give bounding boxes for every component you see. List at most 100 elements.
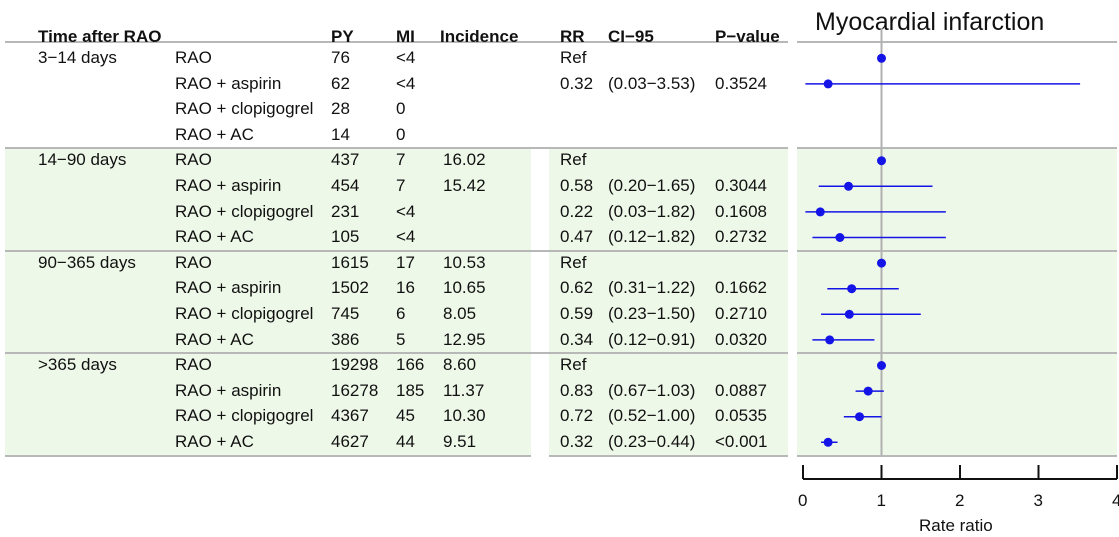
header-ci: CI−95 [608, 27, 654, 46]
treatment-cell: RAO [175, 48, 212, 67]
py-cell: 1615 [331, 252, 369, 272]
x-axis-label: Rate ratio [919, 516, 993, 535]
rate-ratio-point [844, 181, 854, 191]
mi-cell: 7 [396, 176, 406, 195]
rate-ratio-point [863, 386, 873, 396]
rate-ratio-point [825, 335, 835, 345]
rr-cell: Ref [560, 252, 587, 272]
treatment-cell: RAO + AC [175, 227, 254, 247]
rr-cell: 0.32 [560, 73, 594, 93]
x-tick-label: 1 [876, 491, 886, 510]
rr-cell: 0.47 [560, 227, 594, 247]
group-separator [797, 249, 1117, 252]
group-separator [797, 147, 1117, 150]
bottom-separator [5, 454, 531, 457]
ci-cell: (0.12−0.91) [608, 329, 696, 349]
mi-cell: <4 [396, 227, 416, 247]
group-band [549, 250, 788, 354]
incidence-cell: 12.95 [443, 329, 486, 349]
ci-cell: (0.23−1.50) [608, 304, 696, 323]
rr-cell: Ref [560, 150, 587, 170]
group-band [797, 148, 1117, 251]
incidence-cell: 10.53 [443, 252, 486, 272]
treatment-cell: RAO + AC [175, 329, 254, 349]
treatment-cell: RAO + clopigogrel [175, 304, 314, 323]
rate-ratio-point [877, 258, 886, 268]
py-cell: 231 [331, 201, 360, 221]
header-pvalue: P−value [715, 27, 780, 46]
treatment-cell: RAO [175, 355, 212, 375]
pvalue-cell: 0.1662 [715, 278, 767, 298]
mi-cell: 7 [396, 150, 406, 170]
treatment-cell: RAO + aspirin [175, 380, 282, 400]
rate-ratio-point [847, 284, 857, 294]
py-cell: 1502 [331, 278, 369, 298]
bottom-separator [549, 454, 788, 457]
treatment-cell: RAO + clopigogrel [175, 406, 314, 426]
mi-cell: 16 [396, 278, 415, 298]
group-band [797, 353, 1117, 456]
pvalue-cell: 0.0535 [715, 406, 767, 426]
py-cell: 14 [331, 124, 350, 144]
chart-title: Myocardial infarction [815, 8, 1045, 36]
rr-cell: 0.58 [560, 176, 594, 195]
mi-cell: 166 [396, 355, 425, 375]
mi-cell: 0 [396, 99, 406, 119]
rate-ratio-point [877, 361, 886, 370]
mi-cell: <4 [396, 73, 416, 93]
py-cell: 386 [331, 329, 360, 349]
mi-cell: 5 [396, 329, 406, 349]
py-cell: 4627 [331, 432, 369, 451]
ci-cell: (0.20−1.65) [608, 176, 696, 195]
rr-cell: 0.83 [560, 380, 594, 400]
mi-cell: 185 [396, 380, 425, 400]
rate-ratio-point [823, 437, 833, 447]
treatment-cell: RAO + AC [175, 124, 254, 144]
pvalue-cell: <0.001 [715, 432, 768, 451]
group-label: 90−365 days [38, 252, 136, 272]
py-cell: 76 [331, 48, 350, 67]
py-cell: 437 [331, 150, 360, 170]
rate-ratio-point [877, 53, 886, 63]
treatment-cell: RAO [175, 150, 212, 170]
ci-cell: (0.23−0.44) [608, 432, 696, 451]
x-tick-label: 3 [1033, 491, 1043, 510]
group-band [549, 353, 788, 456]
incidence-cell: 16.02 [443, 150, 486, 170]
treatment-cell: RAO + aspirin [175, 278, 282, 298]
rate-ratio-point [855, 412, 865, 422]
mi-cell: <4 [396, 201, 416, 221]
x-tick-label: 4 [1112, 491, 1119, 510]
group-label: >365 days [38, 355, 117, 375]
rr-cell: 0.72 [560, 406, 594, 426]
bottom-separator [797, 454, 1117, 457]
rr-cell: 0.34 [560, 329, 594, 349]
group-band [5, 250, 531, 354]
rr-cell: 0.59 [560, 304, 594, 323]
pvalue-cell: 0.0320 [715, 329, 767, 349]
mi-cell: 6 [396, 304, 406, 323]
py-cell: 19298 [331, 355, 379, 375]
header-py: PY [331, 27, 354, 46]
treatment-cell: RAO + clopigogrel [175, 201, 314, 221]
incidence-cell: 11.37 [443, 380, 485, 400]
mi-cell: 45 [396, 406, 415, 426]
rate-ratio-point [844, 309, 854, 319]
incidence-cell: 15.42 [443, 176, 486, 195]
treatment-cell: RAO + AC [175, 432, 254, 451]
ci-cell: (0.12−1.82) [608, 227, 696, 247]
header-rr: RR [560, 27, 585, 46]
group-label: 14−90 days [38, 150, 127, 170]
mi-cell: 0 [396, 124, 406, 144]
pvalue-cell: 0.3524 [715, 73, 767, 93]
header-time: Time after RAO [38, 27, 162, 46]
py-cell: 105 [331, 227, 360, 247]
group-separator [5, 352, 788, 355]
py-cell: 454 [331, 176, 360, 195]
py-cell: 4367 [331, 406, 369, 426]
py-cell: 28 [331, 99, 350, 119]
group-separator [5, 147, 788, 150]
x-tick-label: 2 [955, 491, 965, 510]
rr-cell: Ref [560, 355, 587, 375]
